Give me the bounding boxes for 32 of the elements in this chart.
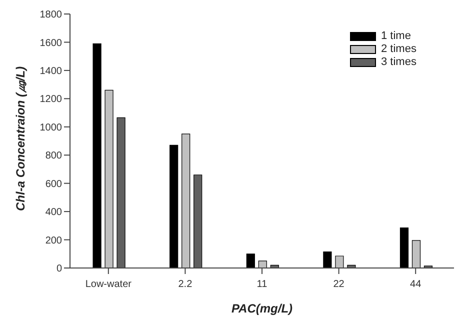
legend-label: 1 time xyxy=(381,30,411,43)
bar xyxy=(194,174,202,268)
bar xyxy=(116,117,126,268)
legend-label: 2 times xyxy=(381,43,416,56)
x-axis-title: PAC(mg/L) xyxy=(231,302,293,316)
y-tick-label: 200 xyxy=(45,235,62,246)
y-tick-label: 0 xyxy=(56,264,62,275)
legend-label: 3 times xyxy=(381,56,416,69)
bar xyxy=(400,227,409,268)
x-tick-label: 2.2 xyxy=(178,279,193,290)
y-tick-label: 1000 xyxy=(40,122,62,134)
bar xyxy=(92,43,102,268)
y-tick-label: 1200 xyxy=(40,94,62,106)
y-tick-label: 1400 xyxy=(40,66,62,77)
y-tick-label: 600 xyxy=(45,178,62,190)
y-tick-label: 800 xyxy=(45,150,62,162)
bar xyxy=(170,144,178,268)
y-tick-label: 400 xyxy=(45,207,62,218)
bar xyxy=(182,134,190,268)
bar xyxy=(246,254,255,268)
y-tick-label: 1600 xyxy=(40,38,62,49)
bar xyxy=(258,260,267,268)
x-tick-label: 44 xyxy=(410,279,422,290)
bar xyxy=(335,256,344,268)
bar xyxy=(104,90,114,268)
x-tick-label: Low-water xyxy=(85,279,132,290)
x-tick-label: 11 xyxy=(256,279,268,290)
y-axis-title: Chl-a Concentraion (㎍/L) xyxy=(13,66,28,211)
bar xyxy=(412,240,421,268)
y-tick-label: 1800 xyxy=(40,10,62,21)
bar xyxy=(323,251,332,268)
x-tick-label: 22 xyxy=(333,279,345,290)
